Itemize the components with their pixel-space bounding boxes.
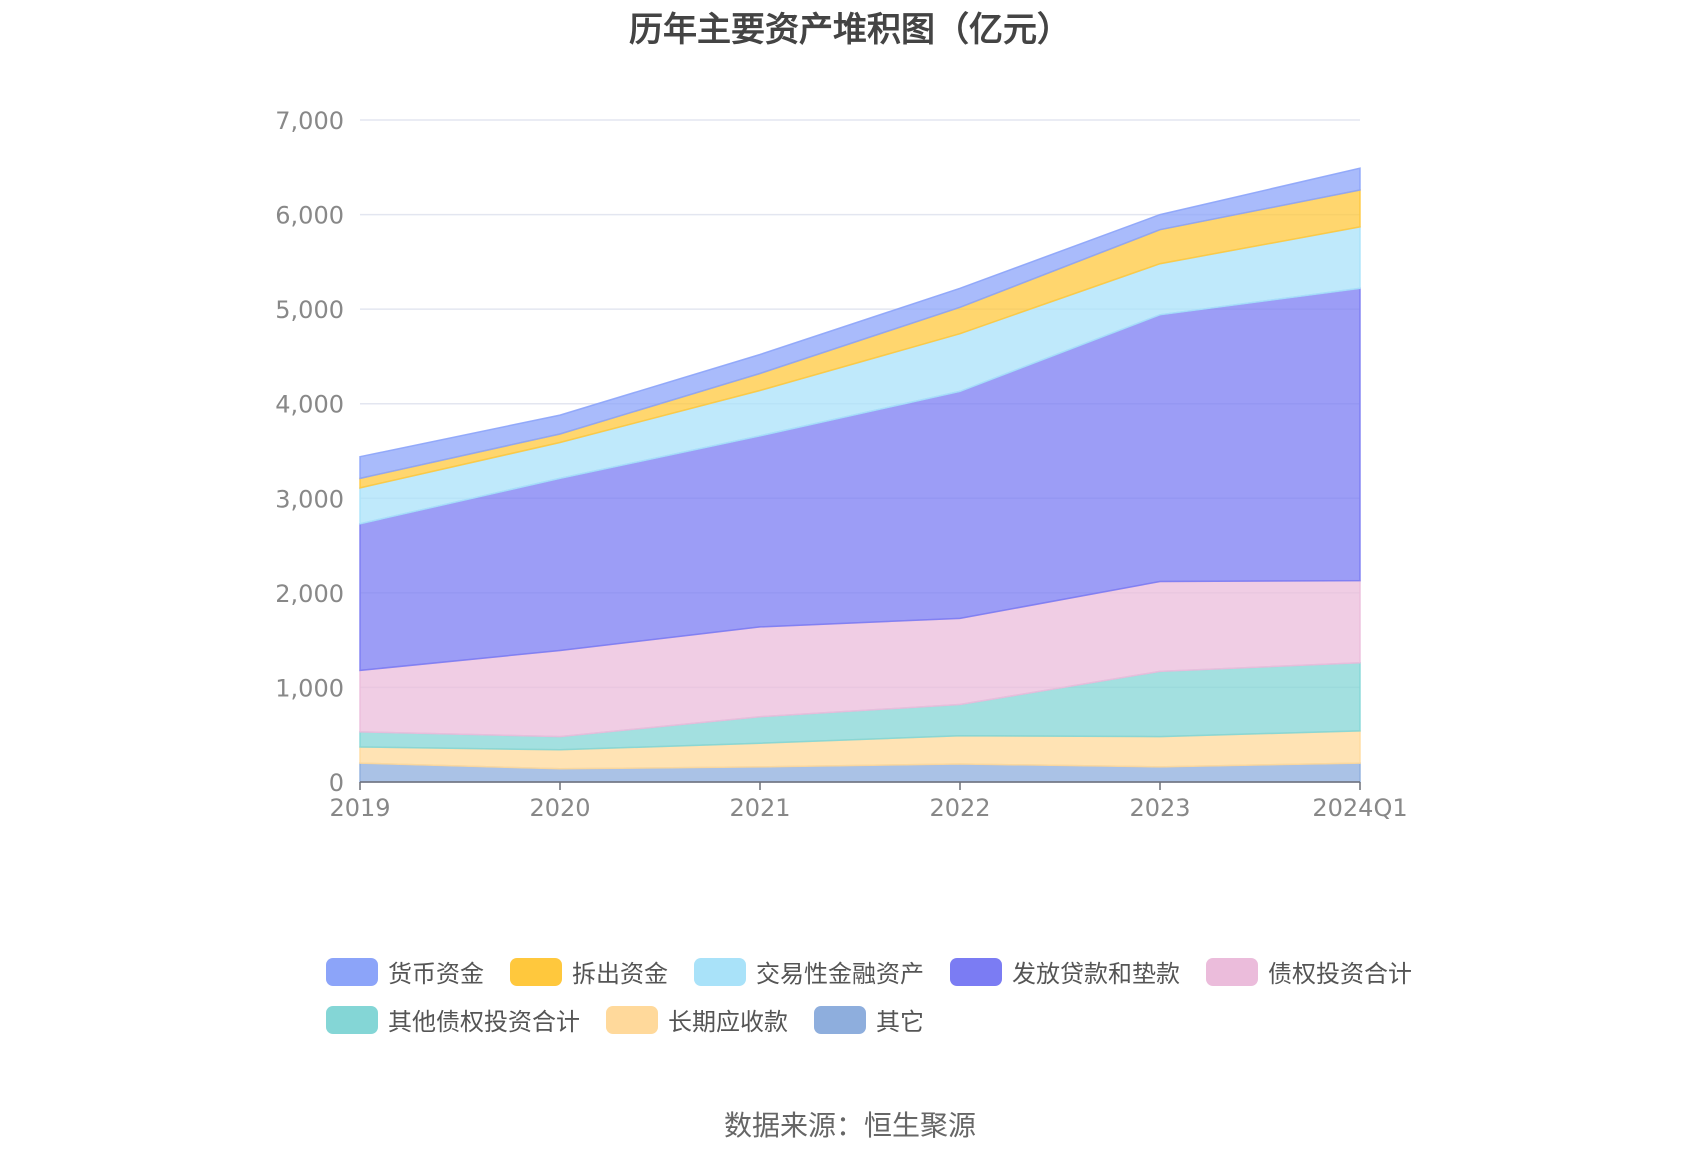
y-tick-label: 2,000 bbox=[275, 580, 344, 608]
legend-swatch bbox=[326, 957, 378, 986]
y-tick-label: 4,000 bbox=[275, 391, 344, 419]
legend-label: 债权投资合计 bbox=[1268, 960, 1412, 988]
x-tick-label: 2022 bbox=[929, 794, 990, 822]
legend-swatch bbox=[694, 957, 746, 986]
area-series bbox=[359, 167, 1361, 783]
x-tick-label: 2024Q1 bbox=[1312, 794, 1407, 822]
legend-label: 发放贷款和垫款 bbox=[1012, 960, 1180, 988]
y-tick-label: 1,000 bbox=[275, 674, 344, 702]
legend-label: 交易性金融资产 bbox=[756, 960, 924, 988]
legend-item[interactable]: 发放贷款和垫款 bbox=[950, 954, 1180, 989]
x-tick-label: 2021 bbox=[729, 794, 790, 822]
legend-row: 货币资金 拆出资金 交易性金融资产 发放贷款和垫款 债权投资合计 bbox=[326, 954, 1438, 989]
source-note: 数据来源：恒生聚源 bbox=[723, 1109, 976, 1142]
chart-title: 历年主要资产堆积图（亿元） bbox=[629, 10, 1071, 50]
legend-swatch bbox=[326, 1005, 378, 1034]
legend-item[interactable]: 其他债权投资合计 bbox=[326, 1002, 580, 1037]
legend-item[interactable]: 其它 bbox=[814, 1002, 924, 1037]
x-tick-label: 2019 bbox=[329, 794, 390, 822]
x-tick-label: 2023 bbox=[1129, 794, 1190, 822]
legend-swatch bbox=[950, 957, 1002, 986]
x-tick-label: 2020 bbox=[529, 794, 590, 822]
legend-item[interactable]: 债权投资合计 bbox=[1206, 954, 1412, 989]
legend-swatch bbox=[510, 957, 562, 986]
y-tick-label: 6,000 bbox=[275, 202, 344, 230]
legend-item[interactable]: 拆出资金 bbox=[510, 954, 668, 989]
legend-label: 长期应收款 bbox=[668, 1008, 788, 1036]
legend-swatch bbox=[1206, 957, 1258, 986]
y-tick-label: 5,000 bbox=[275, 296, 344, 324]
y-tick-label: 7,000 bbox=[275, 107, 344, 135]
legend-swatch bbox=[814, 1005, 866, 1034]
legend-label: 货币资金 bbox=[388, 960, 484, 988]
legend-item[interactable]: 交易性金融资产 bbox=[694, 954, 924, 989]
y-tick-label: 0 bbox=[329, 769, 344, 797]
axes: 0 1,000 2,000 3,000 4,000 5,000 6,000 7,000 2019… bbox=[275, 107, 1407, 822]
legend-label: 拆出资金 bbox=[572, 960, 668, 988]
legend-row: 其他债权投资合计 长期应收款 其它 bbox=[326, 1002, 950, 1037]
legend-item[interactable]: 货币资金 bbox=[326, 954, 484, 989]
legend-swatch bbox=[606, 1005, 658, 1034]
legend-label: 其它 bbox=[876, 1008, 924, 1036]
area-货币资金 bbox=[359, 167, 1361, 480]
y-tick-label: 3,000 bbox=[275, 485, 344, 513]
legend-item[interactable]: 长期应收款 bbox=[606, 1002, 788, 1037]
legend-label: 其他债权投资合计 bbox=[388, 1008, 580, 1036]
